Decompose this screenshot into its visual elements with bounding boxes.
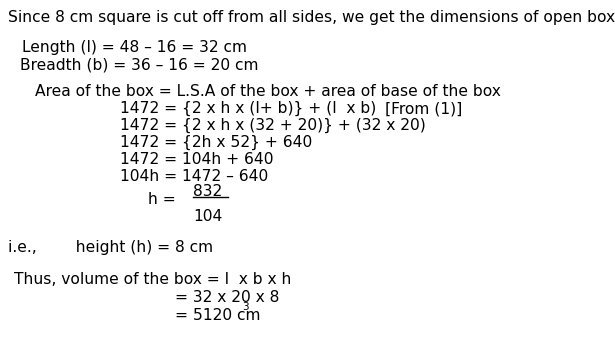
Text: = 32 x 20 x 8: = 32 x 20 x 8 <box>175 290 279 305</box>
Text: i.e.,        height (h) = 8 cm: i.e., height (h) = 8 cm <box>8 240 213 255</box>
Text: Length (l) = 48 – 16 = 32 cm: Length (l) = 48 – 16 = 32 cm <box>22 40 247 55</box>
Text: 1472 = 104h + 640: 1472 = 104h + 640 <box>120 152 274 167</box>
Text: 1472 = {2 x h x (l+ b)} + (l  x b): 1472 = {2 x h x (l+ b)} + (l x b) <box>120 101 376 116</box>
Text: [From (1)]: [From (1)] <box>385 101 462 116</box>
Text: 3: 3 <box>242 302 248 312</box>
Text: Thus, volume of the box = l  x b x h: Thus, volume of the box = l x b x h <box>14 272 292 287</box>
Text: h =: h = <box>148 192 181 207</box>
Text: 832: 832 <box>193 184 223 199</box>
Text: Breadth (b) = 36 – 16 = 20 cm: Breadth (b) = 36 – 16 = 20 cm <box>20 57 258 72</box>
Text: 104h = 1472 – 640: 104h = 1472 – 640 <box>120 169 268 184</box>
Text: 104: 104 <box>193 209 223 224</box>
Text: = 5120 cm: = 5120 cm <box>175 308 261 323</box>
Text: 1472 = {2h x 52} + 640: 1472 = {2h x 52} + 640 <box>120 135 312 150</box>
Text: 1472 = {2 x h x (32 + 20)} + (32 x 20): 1472 = {2 x h x (32 + 20)} + (32 x 20) <box>120 118 426 133</box>
Text: Area of the box = L.S.A of the box + area of base of the box: Area of the box = L.S.A of the box + are… <box>35 84 501 99</box>
Text: Since 8 cm square is cut off from all sides, we get the dimensions of open box a: Since 8 cm square is cut off from all si… <box>8 10 615 25</box>
